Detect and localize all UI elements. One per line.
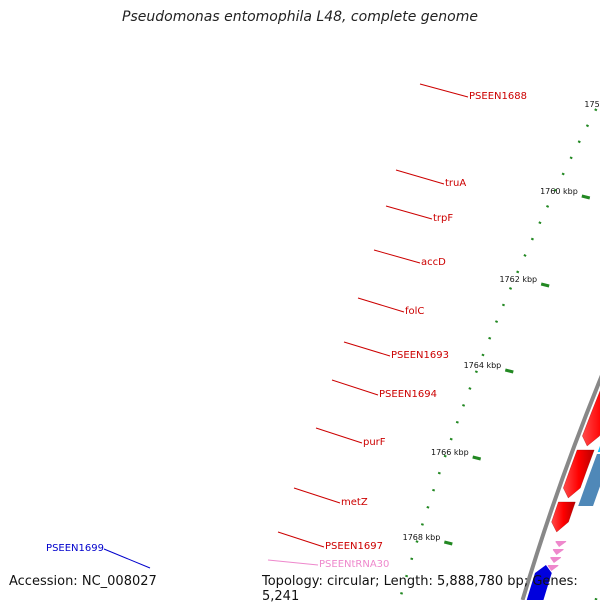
trna-marker-1 (555, 541, 567, 547)
trna-marker-4 (547, 565, 559, 571)
tick-label-4: 1764 kbp (464, 361, 502, 370)
gene-label-3: trpF (433, 213, 453, 224)
reverse-gene-1 (526, 565, 552, 600)
cog-segment-9 (578, 454, 600, 506)
tick-mark-2 (581, 194, 591, 200)
length-value: 5,888,780 bp (437, 574, 524, 589)
gene-label-10: PSEEN1697 (325, 541, 383, 552)
inner-dot-arc (594, 582, 600, 601)
tick-label-6: 1768 kbp (403, 533, 441, 542)
gene-label-8: purF (363, 437, 386, 448)
tick-label-5: 1766 kbp (431, 448, 469, 457)
genes-label: Genes: (532, 574, 578, 589)
gene-label-12: PSEEN1699 (46, 543, 104, 554)
topology-label: Topology: (262, 574, 323, 589)
gene-label-6: PSEEN1693 (391, 350, 449, 361)
tick-label-1: 1758 kbp (584, 100, 600, 109)
leader-line-3 (385, 205, 433, 220)
tick-mark-6 (443, 540, 453, 546)
forward-gene-10 (551, 501, 576, 533)
leader-line-11 (267, 559, 319, 566)
leader-line-7 (331, 379, 379, 396)
gene-label-5: folC (405, 306, 424, 317)
forward-gene-9 (563, 449, 595, 499)
tick-label-2: 1760 kbp (540, 187, 578, 196)
accession-info: Accession: NC_008027 (9, 574, 157, 589)
cog-segment-8 (597, 445, 600, 452)
gene-label-7: PSEEN1694 (379, 389, 437, 400)
gene-label-9: metZ (341, 497, 368, 508)
accession-label: Accession: (9, 574, 78, 589)
tick-mark-5 (472, 455, 482, 461)
accession-value: NC_008027 (81, 574, 157, 589)
gene-label-11: PSEENtRNA30 (319, 559, 389, 570)
leader-line-12 (103, 548, 151, 569)
tick-label-3: 1762 kbp (499, 275, 537, 284)
length-label: Length: (383, 574, 433, 589)
gene-label-1: PSEEN1688 (469, 91, 527, 102)
genes-value: 5,241 (262, 589, 300, 604)
tick-mark-3 (540, 282, 550, 288)
gene-label-2: truA (445, 178, 466, 189)
leader-line-4 (373, 249, 421, 264)
trna-marker-3 (550, 557, 562, 563)
tick-mark-4 (504, 368, 514, 374)
backbone-arc (520, 375, 600, 601)
leader-line-9 (293, 487, 341, 504)
leader-line-10 (277, 531, 325, 548)
leader-line-2 (395, 169, 445, 185)
map-title: Pseudomonas entomophila L48, complete ge… (122, 9, 478, 25)
leader-line-1 (419, 83, 469, 98)
leader-line-6 (343, 341, 391, 357)
leader-line-8 (315, 427, 363, 444)
topology-value: circular (326, 574, 376, 589)
gene-label-4: accD (421, 257, 446, 268)
trna-marker-2 (552, 549, 564, 555)
leader-line-5 (357, 297, 405, 313)
forward-gene-8 (582, 390, 600, 447)
